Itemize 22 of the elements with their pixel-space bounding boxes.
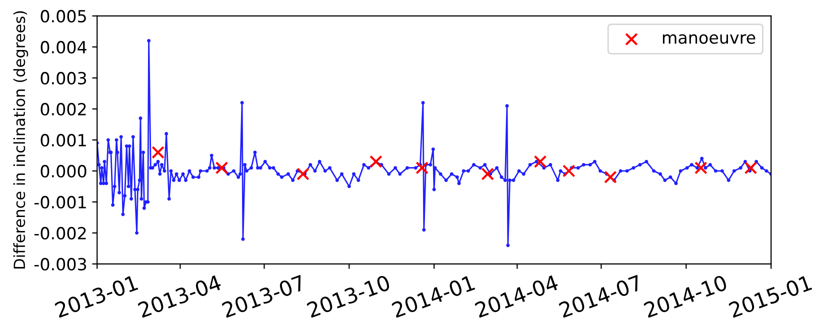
point (744, 161, 758, 174)
point (481, 168, 494, 180)
y-tick-label: 0.000 (40, 164, 86, 178)
y-tick-label: 0.003 (40, 72, 86, 85)
point (534, 155, 547, 168)
point (416, 161, 429, 174)
point (694, 161, 708, 174)
y-tick-label: 0.001 (40, 134, 86, 147)
point (604, 170, 617, 184)
point (152, 146, 164, 159)
y-tick-label: -0.003 (34, 258, 86, 271)
y-tick-label: -0.001 (34, 196, 86, 209)
point (370, 155, 382, 168)
point (562, 164, 576, 178)
y-axis-title: Difference in inclination (degrees) (13, 11, 28, 268)
y-tick-label: 0.005 (40, 10, 86, 23)
point (215, 161, 228, 174)
y-tick-label: -0.002 (34, 226, 86, 240)
point (296, 168, 310, 180)
legend-label: manoeuvre (662, 34, 756, 44)
y-tick-label: 0.002 (40, 102, 86, 116)
y-tick-label: 0.004 (40, 40, 86, 54)
